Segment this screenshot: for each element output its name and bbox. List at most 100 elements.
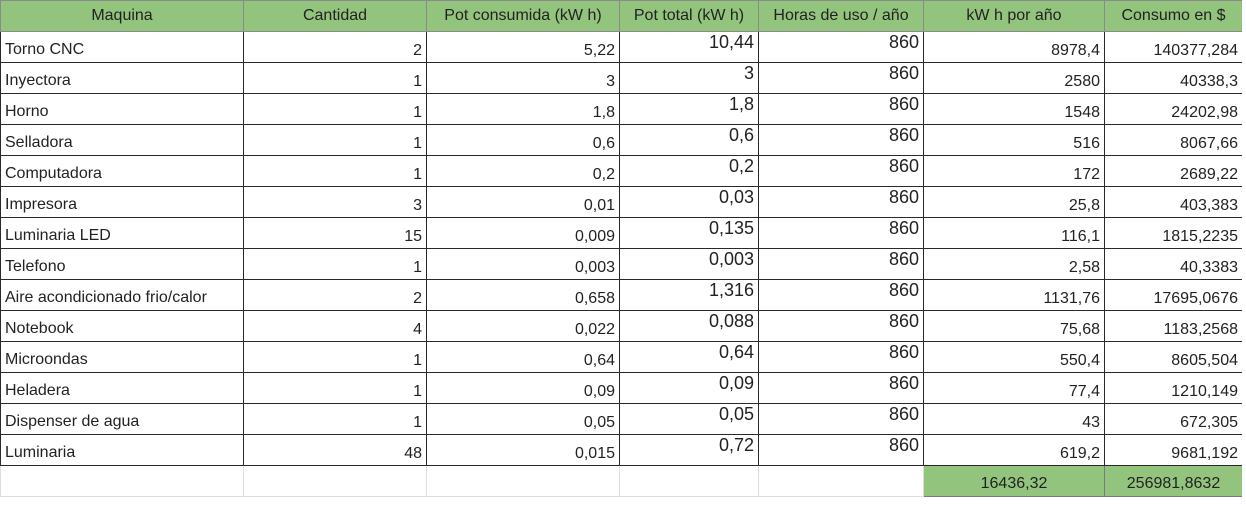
cost-cell[interactable]: 1210,149: [1104, 372, 1243, 404]
kwh-year-cell[interactable]: 2,58: [923, 248, 1105, 280]
header-qty[interactable]: Cantidad: [243, 0, 427, 32]
total-power-cell[interactable]: 1,316: [619, 279, 759, 311]
qty-cell[interactable]: 1: [243, 372, 427, 404]
cost-cell[interactable]: 9681,192: [1104, 434, 1243, 466]
hours-cell[interactable]: 860: [758, 31, 924, 63]
qty-cell[interactable]: 48: [243, 434, 427, 466]
total-kwh-year-cell[interactable]: 16436,32: [923, 465, 1105, 497]
power-cell[interactable]: 0,003: [426, 248, 620, 280]
kwh-year-cell[interactable]: 172: [923, 155, 1105, 187]
kwh-year-cell[interactable]: 116,1: [923, 217, 1105, 249]
machine-cell[interactable]: Luminaria: [0, 434, 244, 466]
qty-cell[interactable]: 1: [243, 248, 427, 280]
power-cell[interactable]: 1,8: [426, 93, 620, 125]
machine-cell[interactable]: Aire acondicionado frio/calor: [0, 279, 244, 311]
header-cost[interactable]: Consumo en $: [1104, 0, 1243, 32]
qty-cell[interactable]: 2: [243, 31, 427, 63]
cost-cell[interactable]: 1183,2568: [1104, 310, 1243, 342]
hours-cell[interactable]: 860: [758, 341, 924, 373]
machine-cell[interactable]: Impresora: [0, 186, 244, 218]
machine-cell[interactable]: Torno CNC: [0, 31, 244, 63]
hours-cell[interactable]: 860: [758, 248, 924, 280]
hours-cell[interactable]: 860: [758, 279, 924, 311]
qty-cell[interactable]: 15: [243, 217, 427, 249]
power-cell[interactable]: 0,2: [426, 155, 620, 187]
hours-cell[interactable]: 860: [758, 434, 924, 466]
qty-cell[interactable]: 1: [243, 341, 427, 373]
kwh-year-cell[interactable]: 75,68: [923, 310, 1105, 342]
qty-cell[interactable]: 1: [243, 403, 427, 435]
machine-cell[interactable]: Computadora: [0, 155, 244, 187]
machine-cell[interactable]: Telefono: [0, 248, 244, 280]
machine-cell[interactable]: Selladora: [0, 124, 244, 156]
kwh-year-cell[interactable]: 516: [923, 124, 1105, 156]
cost-cell[interactable]: 24202,98: [1104, 93, 1243, 125]
cost-cell[interactable]: 8605,504: [1104, 341, 1243, 373]
hours-cell[interactable]: 860: [758, 186, 924, 218]
machine-cell[interactable]: Heladera: [0, 372, 244, 404]
qty-cell[interactable]: 1: [243, 155, 427, 187]
machine-cell[interactable]: Notebook: [0, 310, 244, 342]
header-total-power[interactable]: Pot total (kW h): [619, 0, 759, 32]
kwh-year-cell[interactable]: 550,4: [923, 341, 1105, 373]
hours-cell[interactable]: 860: [758, 403, 924, 435]
power-cell[interactable]: 0,009: [426, 217, 620, 249]
hours-cell[interactable]: 860: [758, 124, 924, 156]
cost-cell[interactable]: 2689,22: [1104, 155, 1243, 187]
power-cell[interactable]: 0,022: [426, 310, 620, 342]
total-power-cell[interactable]: 0,05: [619, 403, 759, 435]
cost-cell[interactable]: 40338,3: [1104, 62, 1243, 94]
empty-cell[interactable]: [758, 465, 924, 497]
total-power-cell[interactable]: 0,72: [619, 434, 759, 466]
empty-cell[interactable]: [426, 465, 620, 497]
total-power-cell[interactable]: 0,03: [619, 186, 759, 218]
power-cell[interactable]: 0,6: [426, 124, 620, 156]
kwh-year-cell[interactable]: 1131,76: [923, 279, 1105, 311]
empty-cell[interactable]: [0, 465, 244, 497]
kwh-year-cell[interactable]: 25,8: [923, 186, 1105, 218]
qty-cell[interactable]: 1: [243, 62, 427, 94]
power-cell[interactable]: 3: [426, 62, 620, 94]
kwh-year-cell[interactable]: 619,2: [923, 434, 1105, 466]
header-hours[interactable]: Horas de uso / año: [758, 0, 924, 32]
total-power-cell[interactable]: 1,8: [619, 93, 759, 125]
machine-cell[interactable]: Luminaria LED: [0, 217, 244, 249]
hours-cell[interactable]: 860: [758, 372, 924, 404]
total-power-cell[interactable]: 10,44: [619, 31, 759, 63]
total-cost-cell[interactable]: 256981,8632: [1104, 465, 1243, 497]
qty-cell[interactable]: 1: [243, 93, 427, 125]
total-power-cell[interactable]: 0,135: [619, 217, 759, 249]
machine-cell[interactable]: Horno: [0, 93, 244, 125]
total-power-cell[interactable]: 0,003: [619, 248, 759, 280]
power-cell[interactable]: 0,01: [426, 186, 620, 218]
qty-cell[interactable]: 1: [243, 124, 427, 156]
total-power-cell[interactable]: 3: [619, 62, 759, 94]
hours-cell[interactable]: 860: [758, 155, 924, 187]
cost-cell[interactable]: 403,383: [1104, 186, 1243, 218]
total-power-cell[interactable]: 0,6: [619, 124, 759, 156]
hours-cell[interactable]: 860: [758, 217, 924, 249]
kwh-year-cell[interactable]: 2580: [923, 62, 1105, 94]
qty-cell[interactable]: 3: [243, 186, 427, 218]
qty-cell[interactable]: 4: [243, 310, 427, 342]
total-power-cell[interactable]: 0,088: [619, 310, 759, 342]
header-power[interactable]: Pot consumida (kW h): [426, 0, 620, 32]
empty-cell[interactable]: [619, 465, 759, 497]
cost-cell[interactable]: 1815,2235: [1104, 217, 1243, 249]
kwh-year-cell[interactable]: 1548: [923, 93, 1105, 125]
empty-cell[interactable]: [243, 465, 427, 497]
hours-cell[interactable]: 860: [758, 310, 924, 342]
power-cell[interactable]: 0,09: [426, 372, 620, 404]
machine-cell[interactable]: Microondas: [0, 341, 244, 373]
machine-cell[interactable]: Inyectora: [0, 62, 244, 94]
hours-cell[interactable]: 860: [758, 62, 924, 94]
hours-cell[interactable]: 860: [758, 93, 924, 125]
kwh-year-cell[interactable]: 43: [923, 403, 1105, 435]
header-kwh-year[interactable]: kW h por año: [923, 0, 1105, 32]
power-cell[interactable]: 0,64: [426, 341, 620, 373]
total-power-cell[interactable]: 0,64: [619, 341, 759, 373]
kwh-year-cell[interactable]: 8978,4: [923, 31, 1105, 63]
kwh-year-cell[interactable]: 77,4: [923, 372, 1105, 404]
power-cell[interactable]: 0,658: [426, 279, 620, 311]
power-cell[interactable]: 5,22: [426, 31, 620, 63]
